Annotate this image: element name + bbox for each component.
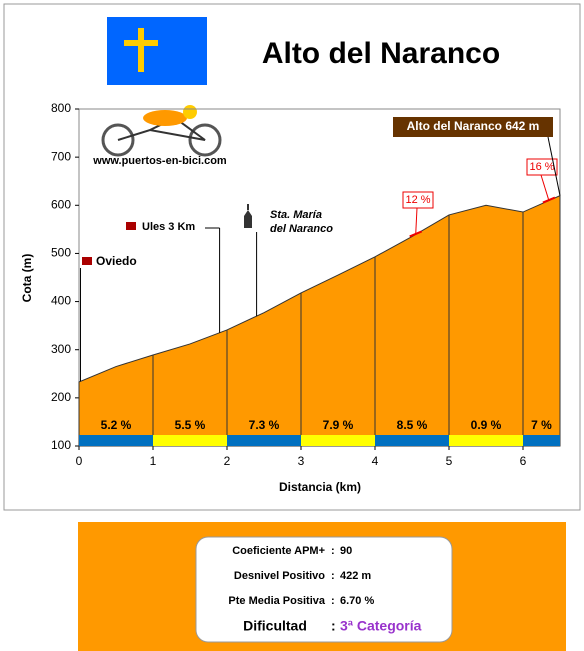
info-value: 422 m bbox=[340, 570, 371, 582]
x-tick-label: 5 bbox=[446, 454, 453, 468]
gradient-label: 7.9 % bbox=[323, 418, 354, 432]
x-tick-label: 4 bbox=[372, 454, 379, 468]
ramp-box bbox=[402, 191, 434, 209]
y-tick-label: 400 bbox=[51, 294, 71, 308]
annotation-line-text: Sta. María bbox=[270, 209, 322, 221]
x-tick-label: 6 bbox=[520, 454, 527, 468]
x-tick-label: 2 bbox=[224, 454, 231, 468]
gradient-label: 7.3 % bbox=[249, 418, 280, 432]
x-axis-label: Distancia (km) bbox=[279, 480, 361, 494]
ramp-box bbox=[526, 158, 558, 176]
house-icon bbox=[82, 257, 92, 265]
y-tick-label: 200 bbox=[51, 390, 71, 404]
y-tick-label: 100 bbox=[51, 438, 71, 452]
info-separator: : bbox=[331, 545, 335, 557]
house-icon bbox=[126, 222, 136, 230]
info-separator: : bbox=[331, 570, 335, 582]
y-tick-label: 700 bbox=[51, 149, 71, 163]
ramp-pointer bbox=[540, 174, 550, 201]
ramp-label: 16 % bbox=[529, 161, 554, 173]
summit-pointer bbox=[547, 136, 561, 196]
x-tick-label: 3 bbox=[298, 454, 305, 468]
gradient-bar bbox=[153, 435, 227, 446]
y-axis-label: Cota (m) bbox=[20, 254, 34, 303]
annotation-line-text: del Naranco bbox=[270, 223, 333, 235]
info-separator: : bbox=[331, 618, 336, 634]
chart-title: Alto del Naranco bbox=[262, 37, 500, 70]
gradient-bar bbox=[301, 435, 375, 446]
difficulty-value: 3ª Categoría bbox=[340, 618, 422, 634]
source: www.puertos-en-bici.com bbox=[92, 155, 227, 167]
y-tick-label: 500 bbox=[51, 246, 71, 260]
gradient-bar bbox=[227, 435, 301, 446]
gradient-label: 7 % bbox=[531, 418, 552, 432]
x-tick-label: 0 bbox=[76, 454, 83, 468]
info-value: 6.70 % bbox=[340, 595, 374, 607]
annotation: Ules 3 Km bbox=[142, 221, 195, 233]
gradient-bar bbox=[79, 435, 153, 446]
ramp-label: 12 % bbox=[405, 194, 430, 206]
info-value: 90 bbox=[340, 545, 352, 557]
gradient-label: 5.5 % bbox=[175, 418, 206, 432]
y-tick-label: 300 bbox=[51, 342, 71, 356]
annotation: Sta. María del Naranco bbox=[270, 209, 333, 235]
annotation: Oviedo bbox=[96, 254, 137, 268]
info-separator: : bbox=[331, 595, 335, 607]
summit-label: Alto del Naranco 642 m bbox=[407, 119, 540, 133]
summit-box bbox=[393, 117, 553, 137]
ramp-pointer bbox=[415, 207, 418, 235]
y-tick-label: 800 bbox=[51, 101, 71, 115]
info-label: Pte Media Positiva bbox=[228, 595, 325, 607]
y-tick-label: 600 bbox=[51, 197, 71, 211]
info-label: Coeficiente APM+ bbox=[232, 545, 325, 557]
gradient-label: 8.5 % bbox=[397, 418, 428, 432]
gradient-bar bbox=[449, 435, 523, 446]
info-box bbox=[195, 536, 453, 643]
flag bbox=[107, 17, 207, 85]
gradient-bar bbox=[375, 435, 449, 446]
info-label: Desnivel Positivo bbox=[234, 570, 325, 582]
gradient-label: 5.2 % bbox=[101, 418, 132, 432]
gradient-bar bbox=[523, 435, 560, 446]
difficulty-label: Dificultad bbox=[243, 618, 307, 634]
church-icon bbox=[244, 204, 252, 228]
gradient-label: 0.9 % bbox=[471, 418, 502, 432]
x-tick-label: 1 bbox=[150, 454, 157, 468]
